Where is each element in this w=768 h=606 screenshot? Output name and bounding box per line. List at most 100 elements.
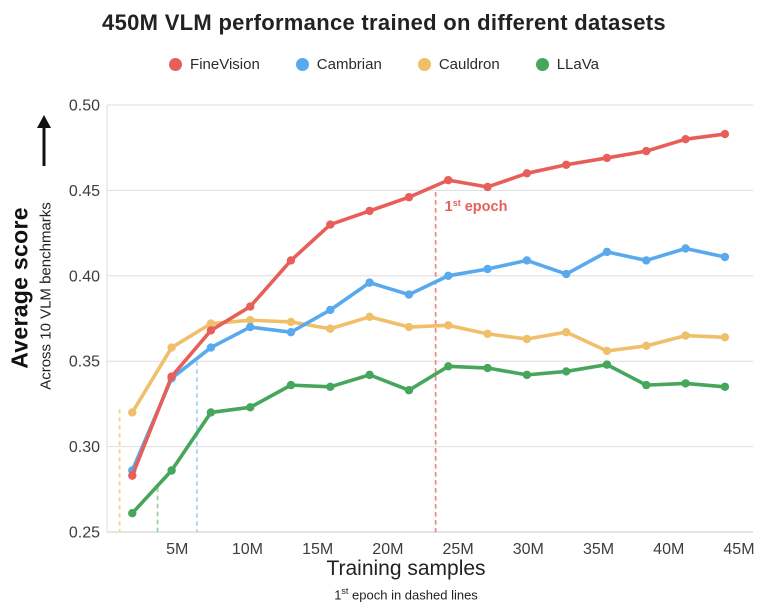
data-point-cauldron bbox=[522, 334, 532, 344]
x-tick-label: 30M bbox=[513, 541, 544, 558]
data-point-cauldron bbox=[404, 322, 414, 332]
data-point-finevision bbox=[642, 146, 651, 156]
data-point-cambrian bbox=[562, 269, 571, 279]
x-tick-label: 20M bbox=[372, 541, 403, 558]
x-axis-title: Training samples bbox=[326, 557, 486, 580]
x-tick-label: 45M bbox=[723, 541, 754, 558]
x-axis-subnote-sup: st bbox=[341, 586, 349, 596]
data-point-cauldron bbox=[286, 317, 296, 327]
x-tick-label: 35M bbox=[583, 541, 614, 558]
x-tick-label: 15M bbox=[302, 541, 333, 558]
series-line-cambrian bbox=[130, 246, 727, 473]
data-point-finevision bbox=[404, 193, 414, 202]
data-point-cambrian bbox=[206, 343, 216, 352]
data-point-cambrian bbox=[720, 252, 730, 262]
data-point-finevision bbox=[286, 256, 296, 265]
data-point-finevision bbox=[681, 134, 690, 144]
data-point-cauldron bbox=[642, 341, 651, 351]
data-point-cauldron bbox=[246, 316, 255, 325]
data-point-llava bbox=[681, 379, 690, 388]
legend-item-cauldron: Cauldron bbox=[417, 56, 500, 73]
x-tick-label: 25M bbox=[443, 541, 474, 558]
legend-dot-icon bbox=[535, 58, 549, 71]
y-axis-subtitle: Across 10 VLM benchmarks bbox=[37, 202, 55, 390]
x-tick-label: 5M bbox=[166, 541, 188, 558]
data-point-cambrian bbox=[483, 264, 492, 274]
data-point-finevision bbox=[167, 372, 176, 381]
page-title: 450M VLM performance trained on differen… bbox=[102, 10, 666, 35]
legend: FineVision Cambrian Cauldron LLaVa bbox=[0, 56, 768, 73]
y-tick-label: 0.40 bbox=[69, 268, 100, 285]
data-point-llava bbox=[720, 382, 730, 392]
data-point-cauldron bbox=[483, 329, 492, 339]
legend-item-label: FineVision bbox=[190, 56, 260, 73]
up-arrow-icon bbox=[37, 115, 51, 166]
data-point-cauldron bbox=[602, 346, 612, 356]
y-tick-label: 0.30 bbox=[69, 439, 100, 456]
data-point-finevision bbox=[128, 471, 137, 480]
data-point-finevision bbox=[444, 175, 453, 185]
data-point-llava bbox=[642, 380, 651, 390]
data-point-llava bbox=[326, 382, 335, 392]
y-tick-label: 0.35 bbox=[69, 354, 100, 371]
data-point-llava bbox=[365, 370, 374, 380]
series-line-finevision bbox=[130, 132, 727, 478]
x-axis-subnote-rest: epoch in dashed lines bbox=[348, 587, 478, 603]
data-point-llava bbox=[206, 408, 216, 417]
legend-item-label: LLaVa bbox=[556, 56, 599, 73]
data-point-llava bbox=[286, 380, 296, 390]
data-point-cauldron bbox=[167, 343, 176, 352]
data-point-llava bbox=[246, 403, 255, 412]
data-point-finevision bbox=[602, 153, 612, 163]
x-axis-subnote: 1st epoch in dashed lines bbox=[334, 586, 478, 602]
x-axis-subnote-prefix: 1 bbox=[334, 587, 342, 603]
data-point-finevision bbox=[326, 220, 335, 229]
data-point-finevision bbox=[562, 160, 571, 169]
legend-dot-icon bbox=[417, 58, 431, 71]
data-point-cambrian bbox=[681, 244, 690, 253]
series-line-llava bbox=[130, 362, 727, 516]
data-point-cambrian bbox=[365, 278, 374, 287]
series-line-cauldron bbox=[130, 314, 727, 415]
data-point-cambrian bbox=[642, 256, 651, 265]
data-point-cambrian bbox=[286, 327, 296, 337]
first-epoch-annotation: 1st epoch bbox=[445, 198, 508, 215]
data-point-finevision bbox=[206, 326, 216, 335]
data-point-cambrian bbox=[522, 256, 532, 265]
data-point-cauldron bbox=[444, 321, 453, 330]
data-point-cambrian bbox=[602, 247, 612, 257]
data-point-cauldron bbox=[206, 319, 216, 328]
data-point-finevision bbox=[522, 169, 532, 178]
x-tick-label: 40M bbox=[653, 541, 684, 558]
data-point-cauldron bbox=[326, 324, 335, 333]
data-point-llava bbox=[483, 363, 492, 373]
data-point-finevision bbox=[720, 129, 730, 139]
data-point-llava bbox=[444, 362, 453, 371]
data-point-cambrian bbox=[326, 305, 335, 315]
data-point-cauldron bbox=[128, 408, 137, 417]
data-point-cambrian bbox=[404, 290, 414, 299]
data-point-finevision bbox=[365, 206, 374, 216]
data-point-cambrian bbox=[444, 271, 453, 280]
y-tick-label: 0.25 bbox=[69, 525, 100, 542]
legend-item-llava: LLaVa bbox=[535, 56, 599, 73]
data-point-cambrian bbox=[246, 322, 255, 332]
x-tick-label: 10M bbox=[232, 541, 263, 558]
data-point-cauldron bbox=[365, 312, 374, 321]
legend-item-cambrian: Cambrian bbox=[295, 56, 382, 73]
data-point-llava bbox=[167, 466, 176, 475]
y-axis-title: Average score bbox=[6, 207, 33, 369]
data-point-llava bbox=[562, 367, 571, 376]
legend-item-label: Cauldron bbox=[438, 56, 500, 73]
legend-dot-icon bbox=[295, 58, 309, 71]
y-tick-label: 0.45 bbox=[69, 183, 100, 200]
data-point-llava bbox=[602, 360, 612, 369]
data-point-cauldron bbox=[562, 327, 571, 337]
y-tick-label: 0.50 bbox=[69, 98, 100, 115]
legend-item-finevision: FineVision bbox=[169, 56, 260, 73]
data-point-llava bbox=[128, 509, 137, 518]
legend-item-label: Cambrian bbox=[316, 56, 382, 73]
data-point-cauldron bbox=[681, 331, 690, 340]
